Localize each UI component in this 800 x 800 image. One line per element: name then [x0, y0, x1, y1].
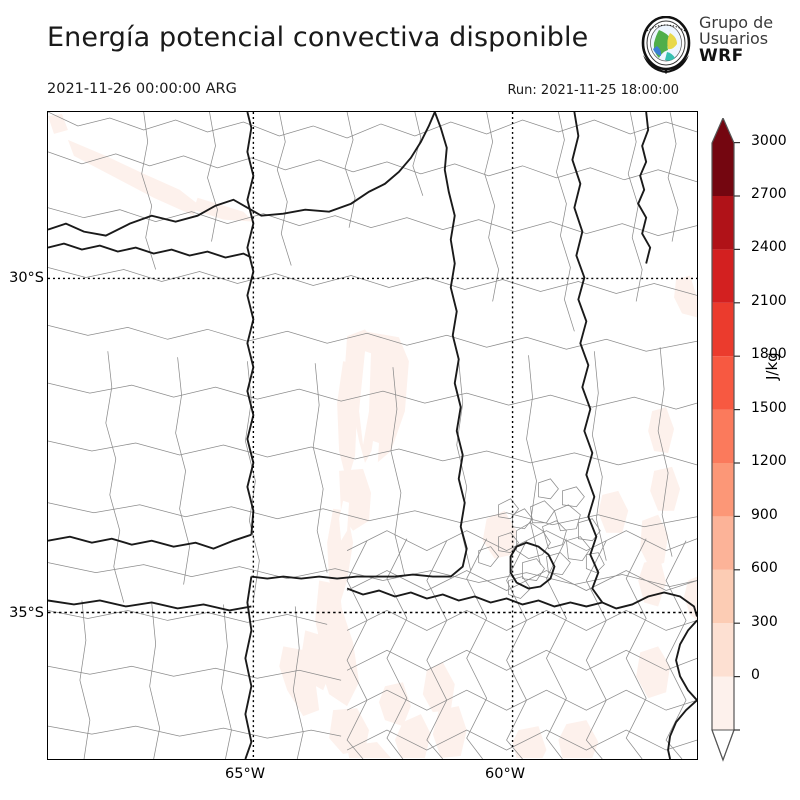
logo-text: Grupo de Usuarios WRF	[699, 13, 797, 66]
valid-time-label: 2021-11-26 00:00:00 ARG	[47, 81, 237, 97]
run-time-label: Run: 2021-11-25 18:00:00	[507, 83, 679, 98]
logo: Grupo de Usuarios WRF	[637, 13, 797, 78]
map-plot-area[interactable]: .dept{fill:none;stroke:#8c8c8c;stroke-wi…	[47, 111, 698, 760]
colorbar-ticks	[734, 142, 740, 731]
colorbar-tick-label-900: 900	[751, 507, 778, 523]
logo-line-3: WRF	[699, 45, 744, 66]
colorbar-tick-label-2700: 2700	[751, 186, 787, 202]
colorbar-tick-label-2400: 2400	[751, 239, 787, 255]
department-boundaries	[48, 112, 697, 759]
logo-line-2: Usuarios	[699, 29, 769, 49]
colorbar[interactable]: 3000 2700 2400 2100 1800 1500 1200 900 6…	[711, 118, 787, 778]
lon-tick-65w: 65°W	[225, 766, 266, 782]
logo-line-1: Grupo de	[699, 13, 774, 32]
colorbar-tick-label-1500: 1500	[751, 400, 787, 416]
colorbar-tick-label-0: 0	[751, 667, 760, 683]
colorbar-unit-label: J/kg	[763, 352, 781, 380]
cape-shading	[48, 113, 697, 759]
colorbar-bands	[712, 142, 734, 730]
page-title: Energía potencial convectiva disponible	[47, 22, 589, 53]
lat-tick-35s: 35°S	[9, 605, 44, 621]
lat-tick-30s: 30°S	[9, 270, 44, 286]
map-canvas: .dept{fill:none;stroke:#8c8c8c;stroke-wi…	[48, 112, 697, 759]
colorbar-tick-label-300: 300	[751, 614, 778, 630]
colorbar-canvas	[711, 118, 740, 762]
colorbar-tick-label-600: 600	[751, 560, 778, 576]
graticule	[48, 112, 697, 759]
lon-tick-60w: 60°W	[485, 766, 526, 782]
colorbar-tick-label-3000: 3000	[751, 133, 787, 149]
colorbar-extend-bottom	[711, 729, 735, 762]
wrf-user-group-seal-icon	[641, 16, 691, 74]
colorbar-tick-label-1800: 1800	[751, 346, 787, 362]
colorbar-tick-label-1200: 1200	[751, 453, 787, 469]
colorbar-tick-label-2100: 2100	[751, 293, 787, 309]
colorbar-extend-top	[712, 118, 734, 143]
